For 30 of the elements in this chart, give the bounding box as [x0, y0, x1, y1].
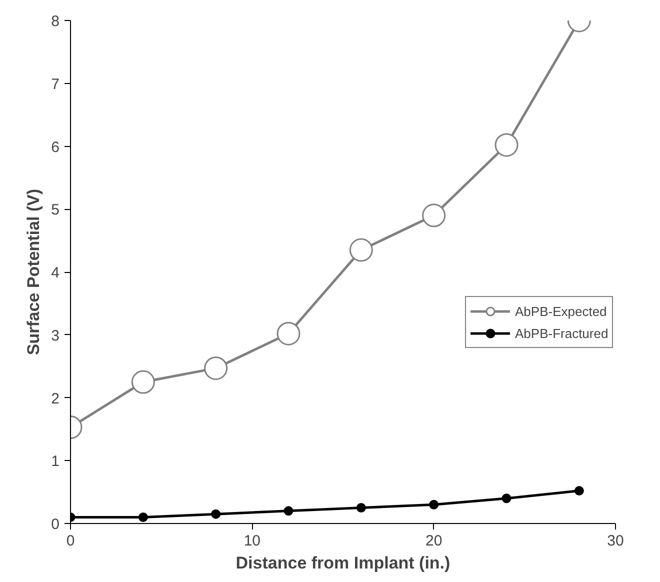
x-tick-label: 10 [244, 532, 261, 550]
y-axis-title: Surface Potential (V) [24, 188, 44, 356]
point [349, 238, 373, 262]
point [138, 512, 148, 522]
point [494, 133, 518, 157]
y-tick-label: 2 [51, 390, 60, 408]
x-tick-label: 30 [607, 532, 624, 550]
point [574, 486, 584, 496]
point [502, 494, 512, 504]
y-tick-label: 8 [51, 13, 60, 30]
y-tick-label: 7 [51, 76, 60, 93]
y-tick-label: 0 [51, 516, 60, 533]
legend-label: AbPB-Fractured [515, 326, 608, 340]
x-tick-label: 20 [425, 532, 442, 550]
x-tick-label: 0 [66, 532, 75, 550]
point [284, 506, 294, 516]
point [356, 503, 366, 513]
y-tick-label: 1 [51, 453, 60, 470]
y-tick-label: 4 [51, 264, 60, 282]
point [131, 370, 155, 394]
legend-label: AbPB-Expected [515, 304, 607, 318]
x-axis-title: Distance from Implant (in.) [236, 554, 450, 572]
point [422, 204, 446, 228]
point [276, 322, 300, 346]
point [204, 356, 228, 380]
point [211, 509, 221, 519]
y-tick-label: 6 [51, 138, 60, 156]
y-tick-label: 3 [51, 327, 60, 344]
y-tick-label: 5 [51, 202, 60, 219]
point [429, 500, 439, 510]
